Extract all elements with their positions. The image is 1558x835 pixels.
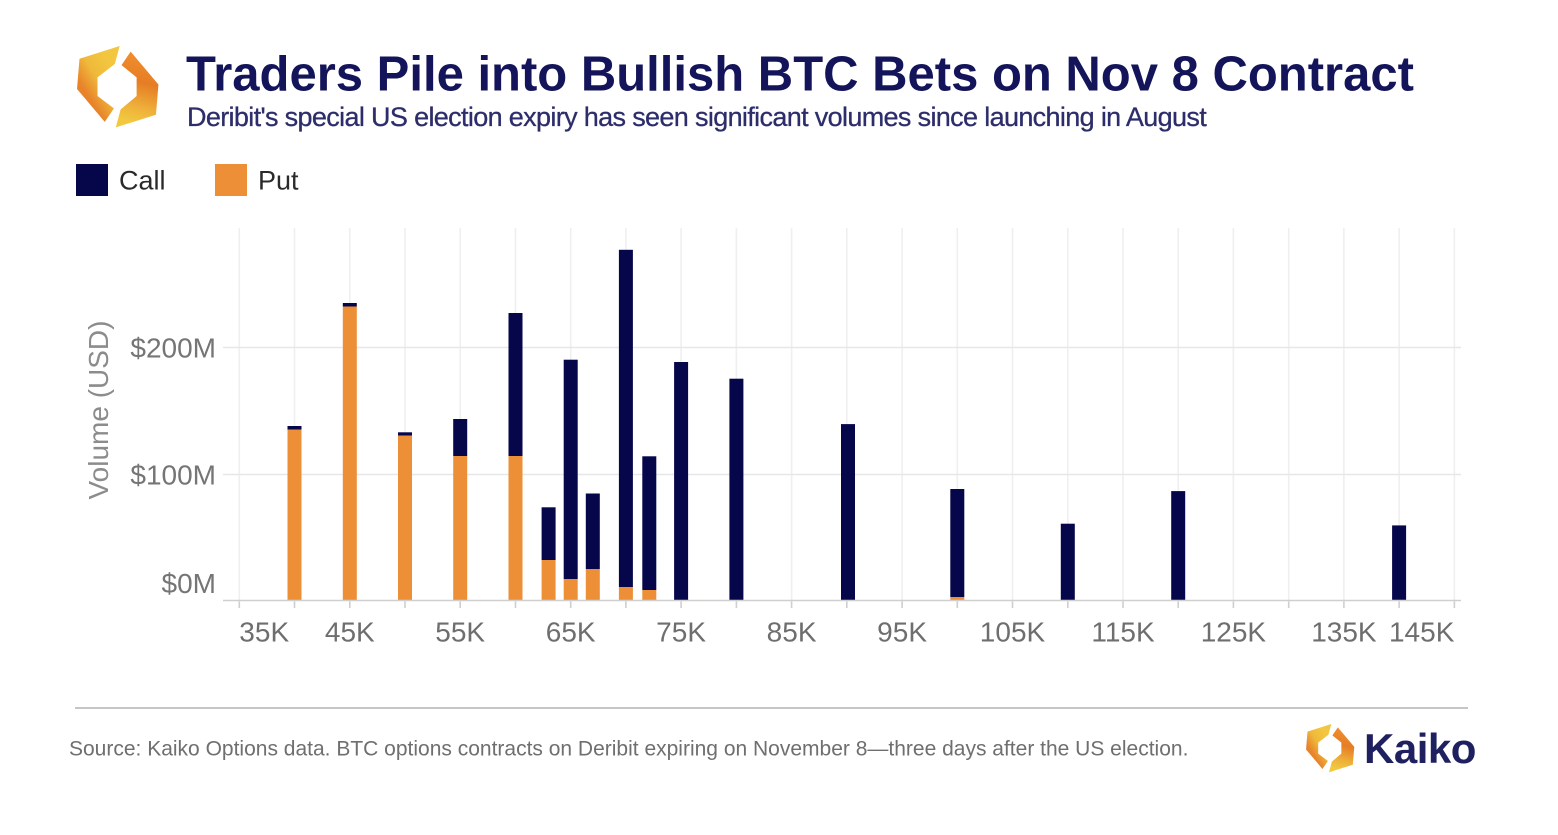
svg-text:105K: 105K [980, 616, 1046, 647]
svg-text:Volume (USD): Volume (USD) [83, 321, 114, 500]
svg-text:35K: 35K [239, 616, 289, 647]
svg-text:Call: Call [119, 165, 166, 195]
svg-text:65K: 65K [546, 616, 596, 647]
svg-text:$200M: $200M [130, 333, 216, 364]
svg-text:85K: 85K [767, 616, 817, 647]
svg-text:145K: 145K [1389, 616, 1455, 647]
svg-text:Source: Kaiko Options data. BT: Source: Kaiko Options data. BTC options … [69, 738, 1188, 761]
svg-text:115K: 115K [1091, 616, 1155, 647]
svg-text:Put: Put [258, 165, 299, 195]
svg-text:$100M: $100M [130, 460, 216, 491]
svg-text:45K: 45K [325, 616, 375, 647]
svg-text:75K: 75K [656, 616, 706, 647]
svg-text:$0M: $0M [162, 568, 216, 599]
svg-text:125K: 125K [1201, 616, 1267, 647]
svg-text:55K: 55K [435, 616, 485, 647]
svg-text:95K: 95K [877, 616, 927, 647]
svg-text:Deribit's special US election: Deribit's special US election expiry has… [187, 102, 1207, 132]
svg-text:Kaiko: Kaiko [1364, 725, 1476, 772]
svg-text:Traders Pile into Bullish BTC: Traders Pile into Bullish BTC Bets on No… [186, 48, 1414, 102]
svg-text:135K: 135K [1311, 616, 1377, 647]
